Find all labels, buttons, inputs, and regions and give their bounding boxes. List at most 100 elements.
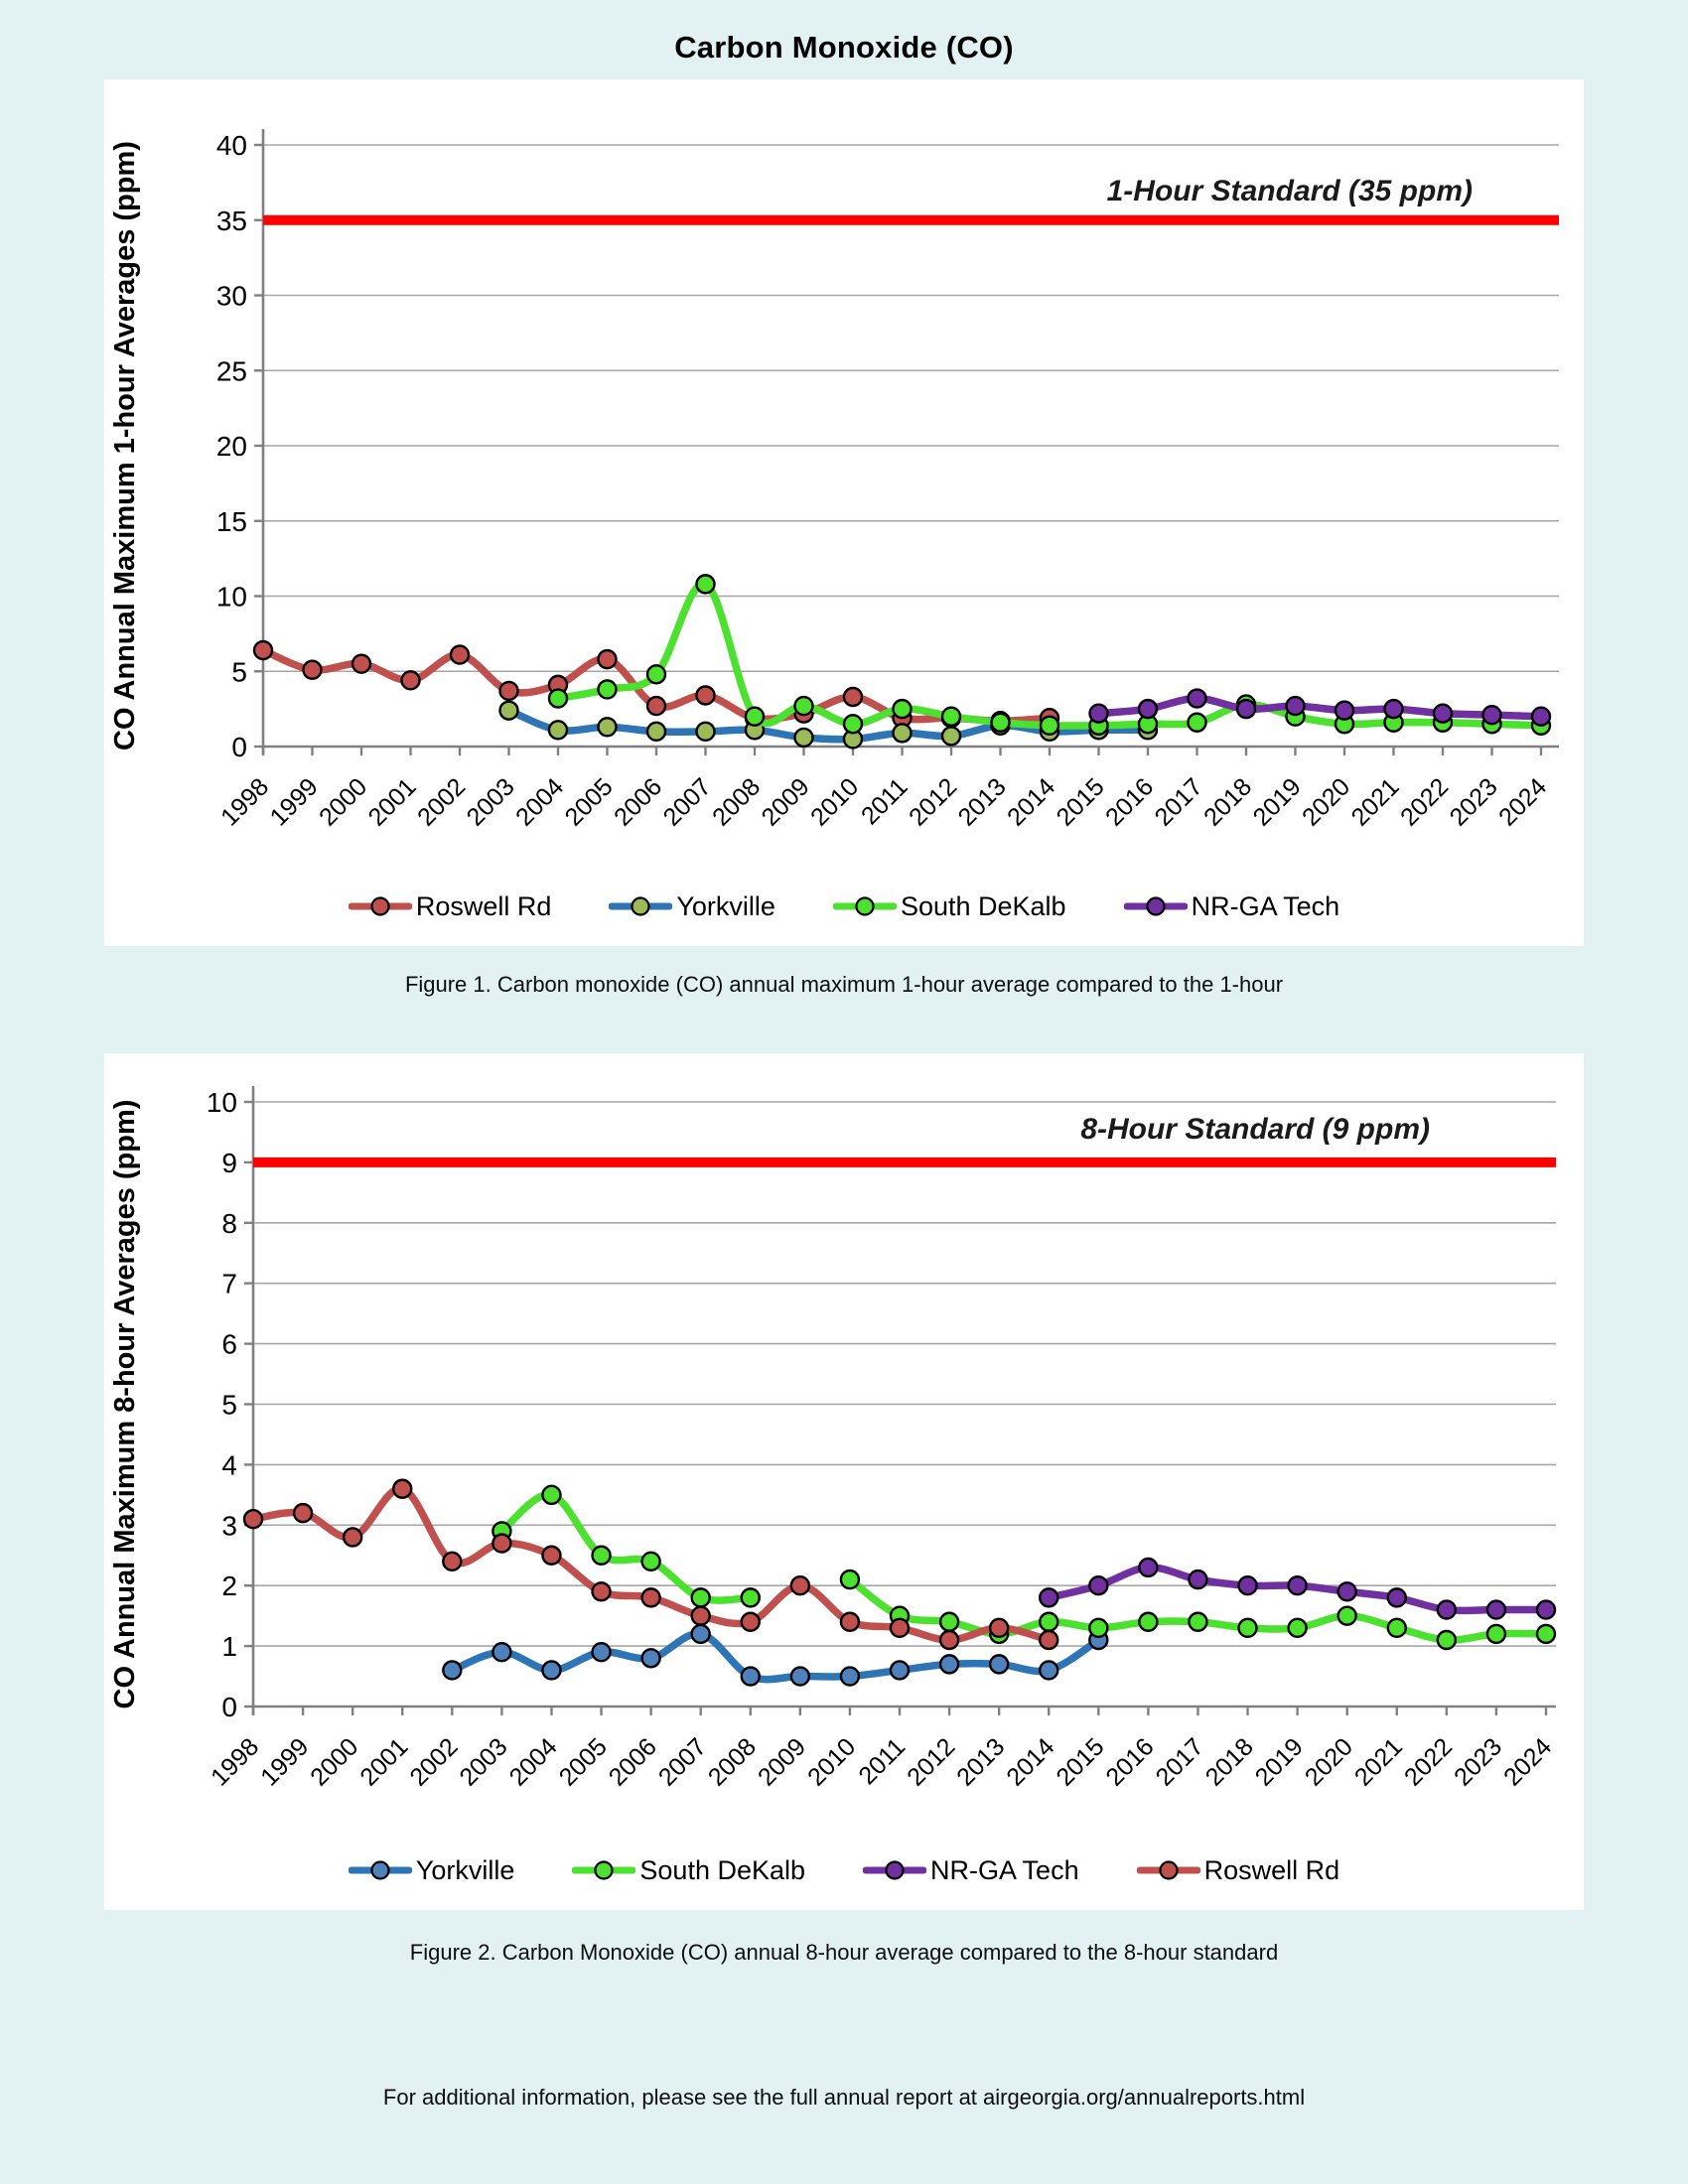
- svg-text:2022: 2022: [1395, 772, 1454, 831]
- legend-label: South DeKalb: [900, 890, 1066, 921]
- svg-text:2002: 2002: [412, 772, 471, 831]
- figure2-legend: Yorkville South DeKalb NR-GA Tech Roswell R…: [104, 1846, 1584, 1894]
- legend-item-roswell-rd: Roswell Rd: [1136, 1854, 1340, 1886]
- figure1-panel: 0 5 10 15 20 25 30 35 40 1998 1999 2000 2001 2002 2003…: [104, 79, 1584, 946]
- svg-text:3: 3: [221, 1510, 237, 1541]
- svg-text:2006: 2006: [609, 772, 667, 831]
- legend-label: NR-GA Tech: [930, 1854, 1079, 1885]
- svg-text:2015: 2015: [1052, 772, 1110, 831]
- svg-text:2024: 2024: [1498, 1732, 1557, 1791]
- svg-text:2017: 2017: [1150, 772, 1208, 831]
- svg-text:2016: 2016: [1100, 1732, 1159, 1791]
- svg-text:2003: 2003: [454, 1732, 512, 1791]
- svg-text:2009: 2009: [753, 1732, 811, 1791]
- svg-text:5: 5: [231, 656, 247, 687]
- series-swatch-icon: [572, 1860, 636, 1880]
- legend-item-nr-ga-tech: NR-GA Tech: [863, 1855, 1079, 1886]
- legend-label: Yorkville: [415, 1854, 515, 1885]
- svg-text:2022: 2022: [1399, 1732, 1458, 1791]
- svg-text:2024: 2024: [1493, 772, 1552, 831]
- series-swatch-icon: [832, 896, 897, 916]
- legend-item-nr-ga-tech: NR-GA Tech: [1123, 891, 1339, 922]
- svg-text:2004: 2004: [510, 772, 569, 831]
- svg-text:1999: 1999: [265, 772, 324, 831]
- svg-text:6: 6: [221, 1329, 237, 1360]
- svg-text:20: 20: [216, 431, 247, 462]
- svg-text:2013: 2013: [951, 1732, 1010, 1791]
- svg-text:2013: 2013: [953, 772, 1012, 831]
- svg-text:2008: 2008: [703, 1732, 762, 1791]
- svg-text:2003: 2003: [462, 772, 520, 831]
- svg-text:2016: 2016: [1100, 772, 1159, 831]
- svg-text:2018: 2018: [1200, 1732, 1259, 1791]
- svg-text:2012: 2012: [904, 772, 962, 831]
- svg-text:2023: 2023: [1449, 1732, 1507, 1791]
- svg-text:2023: 2023: [1445, 772, 1503, 831]
- footer-note: For additional information, please see t…: [382, 2085, 1306, 2110]
- svg-text:1998: 1998: [206, 1732, 264, 1791]
- figure1-caption: Figure 1. Carbon monoxide (CO) annual ma…: [404, 972, 1284, 997]
- svg-text:4: 4: [221, 1449, 237, 1480]
- svg-text:2020: 2020: [1300, 1732, 1358, 1791]
- svg-text:25: 25: [216, 355, 247, 386]
- svg-text:5: 5: [221, 1390, 237, 1421]
- svg-text:2010: 2010: [805, 772, 864, 831]
- svg-text:2019: 2019: [1248, 772, 1307, 831]
- svg-text:2002: 2002: [404, 1732, 463, 1791]
- svg-text:2014: 2014: [1001, 1732, 1059, 1791]
- svg-text:1: 1: [221, 1631, 237, 1662]
- svg-text:10: 10: [207, 1087, 237, 1118]
- figure2-caption: Figure 2. Carbon Monoxide (CO) annual 8-…: [409, 1940, 1279, 1965]
- svg-text:2011: 2011: [856, 772, 914, 830]
- svg-text:2007: 2007: [653, 1732, 712, 1791]
- legend-item-roswell-rd: Roswell Rd: [348, 890, 552, 922]
- svg-text:0: 0: [221, 1692, 237, 1722]
- svg-text:8-Hour Standard (9 ppm): 8-Hour Standard (9 ppm): [1080, 1113, 1430, 1146]
- svg-text:2: 2: [221, 1570, 237, 1601]
- svg-text:15: 15: [216, 506, 247, 537]
- svg-text:30: 30: [216, 281, 247, 312]
- svg-text:2001: 2001: [354, 1732, 413, 1791]
- svg-text:40: 40: [216, 130, 247, 161]
- svg-text:2021: 2021: [1346, 772, 1405, 831]
- legend-item-south-dekalb: South DeKalb: [832, 890, 1066, 922]
- series-swatch-icon: [609, 896, 673, 916]
- legend-label: Yorkville: [676, 890, 775, 921]
- series-swatch-icon: [1123, 896, 1188, 916]
- figure1-legend: Roswell Rd Yorkville South DeKalb NR-GA Tec…: [104, 883, 1584, 930]
- svg-text:1-Hour Standard (35 ppm): 1-Hour Standard (35 ppm): [1107, 175, 1473, 207]
- svg-text:8: 8: [221, 1208, 237, 1239]
- series-swatch-icon: [348, 1860, 412, 1880]
- legend-item-yorkville: Yorkville: [348, 1854, 515, 1886]
- svg-text:0: 0: [231, 732, 247, 762]
- svg-text:2000: 2000: [314, 772, 372, 831]
- legend-label: Roswell Rd: [415, 890, 552, 921]
- svg-text:2001: 2001: [363, 772, 422, 831]
- svg-text:2014: 2014: [1002, 772, 1060, 831]
- svg-text:2000: 2000: [305, 1732, 363, 1791]
- svg-text:2005: 2005: [560, 772, 619, 831]
- svg-text:2004: 2004: [504, 1732, 563, 1791]
- figure1-chart: 0 5 10 15 20 25 30 35 40 199819992000200120022003…: [109, 129, 1559, 832]
- svg-text:35: 35: [216, 205, 247, 236]
- svg-text:7: 7: [221, 1269, 237, 1299]
- svg-text:2015: 2015: [1051, 1732, 1109, 1791]
- svg-text:2020: 2020: [1297, 772, 1355, 831]
- series-swatch-icon: [348, 896, 412, 916]
- figure2-panel: 0 1 2 3 4 5 6 7 8 9 10 1998 1999 2000 2001 2002 2003 2004…: [104, 1053, 1584, 1910]
- series-swatch-icon: [1136, 1860, 1200, 1880]
- svg-text:10: 10: [216, 582, 247, 613]
- svg-text:2018: 2018: [1198, 772, 1257, 831]
- svg-text:CO Annual Maximum 8-hour Avera: CO Annual Maximum 8-hour Averages (ppm): [109, 1100, 141, 1709]
- figure2-chart: 0 1 2 3 4 5 6 7 8 9 10 1998199920002001200220032004…: [109, 1086, 1557, 1792]
- legend-label: Roswell Rd: [1203, 1854, 1340, 1885]
- svg-text:2005: 2005: [554, 1732, 613, 1791]
- svg-text:2019: 2019: [1250, 1732, 1309, 1791]
- legend-label: South DeKalb: [639, 1854, 806, 1885]
- svg-text:CO Annual Maximum 1-hour Avera: CO Annual Maximum 1-hour Averages (ppm): [109, 141, 141, 751]
- svg-text:2021: 2021: [1349, 1732, 1408, 1791]
- svg-text:2006: 2006: [604, 1732, 662, 1791]
- svg-text:9: 9: [221, 1148, 237, 1178]
- page-title: Carbon Monoxide (CO): [674, 30, 1014, 65]
